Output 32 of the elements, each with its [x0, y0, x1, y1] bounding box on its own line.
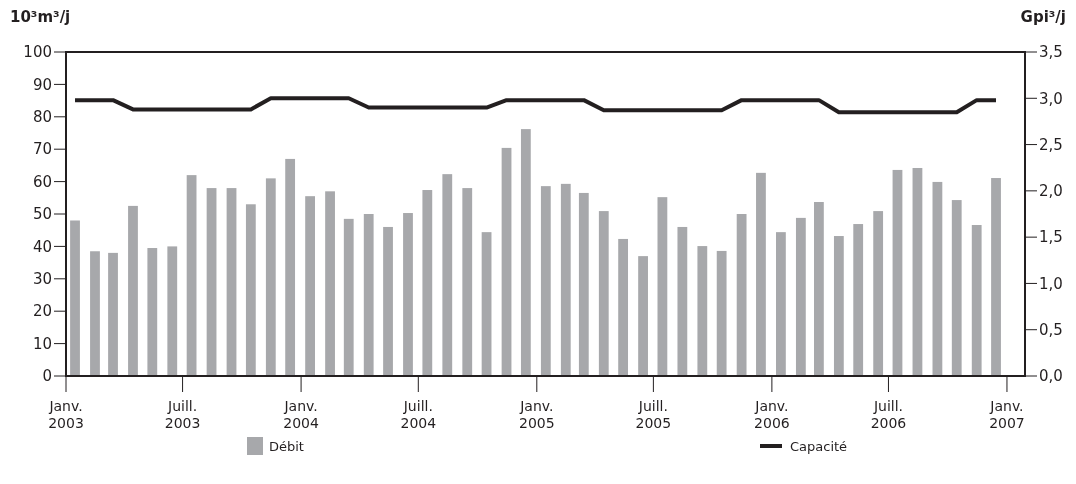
- y-tick-label: 40: [32, 237, 52, 256]
- x-tick-label: Juill. 2006: [870, 397, 907, 432]
- x-tick-label: Janv. 2003: [48, 397, 84, 432]
- y2-tick-label: 2,5: [1039, 135, 1063, 154]
- y2-tick-label: 1,0: [1039, 274, 1063, 293]
- x-tick-label: Janv. 2004: [283, 397, 319, 432]
- y-tick-label: 0: [42, 367, 52, 386]
- y-axis-title: 10³m³/j: [10, 8, 71, 26]
- legend-label: Capacité: [790, 438, 848, 454]
- legend-label: Débit: [269, 438, 304, 454]
- y2-tick-label: 0,5: [1039, 320, 1063, 339]
- x-tick-label: Janv. 2006: [754, 397, 790, 432]
- y-tick-label: 20: [32, 302, 52, 321]
- y-tick-label: 90: [32, 75, 52, 94]
- x-tick-label: Juill. 2003: [164, 397, 201, 432]
- x-tick-label: Janv. 2005: [518, 397, 555, 432]
- x-tick-label: Juill. 2004: [400, 397, 437, 432]
- y2-tick-label: 0,0: [1039, 367, 1063, 386]
- y2-tick-label: 2,0: [1039, 182, 1063, 201]
- y-tick-label: 70: [32, 140, 52, 159]
- y-tick-label: 10: [32, 334, 52, 353]
- y-tick-label: 80: [32, 108, 52, 127]
- y-tick-label: 50: [32, 205, 52, 224]
- y2-tick-label: 3,5: [1039, 43, 1063, 62]
- y2-tick-label: 3,0: [1039, 89, 1063, 108]
- y-tick-label: 30: [32, 270, 52, 289]
- y2-axis-title: Gpi³/j: [1020, 8, 1066, 26]
- y2-tick-label: 1,5: [1039, 228, 1063, 247]
- y-tick-label: 100: [23, 43, 52, 62]
- x-tick-label: Juill. 2005: [635, 397, 672, 432]
- x-tick-label: Janv. 2007: [989, 397, 1025, 432]
- y-tick-label: 60: [32, 172, 52, 191]
